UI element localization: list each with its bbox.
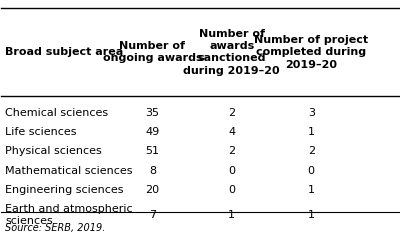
Text: 1: 1	[308, 210, 315, 220]
Text: 35: 35	[145, 108, 159, 118]
Text: Source: SERB, 2019.: Source: SERB, 2019.	[5, 223, 106, 233]
Text: Life sciences: Life sciences	[5, 127, 77, 137]
Text: Engineering sciences: Engineering sciences	[5, 185, 124, 195]
Text: 8: 8	[149, 166, 156, 176]
Text: 0: 0	[308, 166, 315, 176]
Text: 0: 0	[228, 185, 235, 195]
Text: Mathematical sciences: Mathematical sciences	[5, 166, 133, 176]
Text: Broad subject area: Broad subject area	[5, 47, 124, 57]
Text: 2: 2	[228, 108, 235, 118]
Text: 1: 1	[308, 127, 315, 137]
Text: Number of
awards
sanctioned
during 2019–20: Number of awards sanctioned during 2019–…	[184, 29, 280, 76]
Text: 1: 1	[228, 210, 235, 220]
Text: Physical sciences: Physical sciences	[5, 147, 102, 156]
Text: 4: 4	[228, 127, 235, 137]
Text: Number of project
completed during
2019–20: Number of project completed during 2019–…	[254, 35, 368, 70]
Text: 0: 0	[228, 166, 235, 176]
Text: 2: 2	[308, 147, 315, 156]
Text: Chemical sciences: Chemical sciences	[5, 108, 108, 118]
Text: 20: 20	[145, 185, 159, 195]
Text: 49: 49	[145, 127, 160, 137]
Text: 3: 3	[308, 108, 315, 118]
Text: 7: 7	[149, 210, 156, 220]
Text: 1: 1	[308, 185, 315, 195]
Text: 2: 2	[228, 147, 235, 156]
Text: 51: 51	[145, 147, 159, 156]
Text: Number of
ongoing awards: Number of ongoing awards	[102, 41, 202, 63]
Text: Earth and atmospheric
sciences: Earth and atmospheric sciences	[5, 204, 133, 226]
